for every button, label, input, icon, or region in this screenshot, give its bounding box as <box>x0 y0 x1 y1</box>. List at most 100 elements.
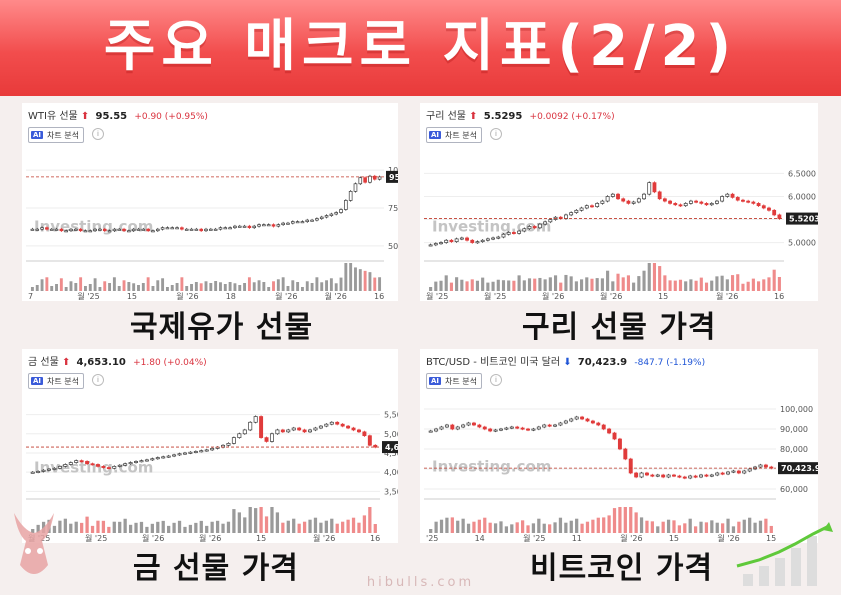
candle <box>517 230 522 234</box>
candle <box>329 421 334 425</box>
volume-bar <box>31 529 35 533</box>
info-icon[interactable]: i <box>92 128 104 140</box>
x-tick-label: 18 <box>226 292 236 301</box>
candle <box>657 191 662 200</box>
volume-bar <box>730 275 735 291</box>
volume-bar <box>612 508 617 533</box>
volume-bar <box>339 277 343 291</box>
candle <box>569 212 574 216</box>
candle <box>683 203 688 207</box>
candle <box>194 228 199 231</box>
volume-bar <box>199 283 203 291</box>
volume-bar <box>559 282 563 291</box>
candle <box>226 443 231 446</box>
volume-bar <box>238 285 242 291</box>
candle <box>499 428 503 431</box>
candle <box>547 424 552 427</box>
candle <box>213 228 218 231</box>
candle <box>644 472 649 476</box>
volume-bar <box>715 522 719 533</box>
volume-bar <box>585 521 590 533</box>
x-tick-label: 월 '26 <box>542 291 564 301</box>
candle <box>59 228 64 232</box>
x-tick-label: 16 <box>374 292 384 301</box>
candle <box>699 201 704 204</box>
volume-bar <box>515 522 519 533</box>
candle <box>482 426 487 430</box>
volume-bar <box>704 282 709 291</box>
candle <box>617 438 622 450</box>
volume-bar <box>726 518 730 533</box>
y-tick-label: 50.00 <box>388 242 398 251</box>
candle <box>377 176 382 180</box>
volume-bar <box>185 286 189 291</box>
x-tick-label: 월 '26 <box>313 533 335 543</box>
volume-bar <box>704 522 709 533</box>
volume-bar <box>668 280 672 291</box>
volume-bar <box>80 522 84 533</box>
candle <box>454 238 459 242</box>
candle <box>286 222 290 225</box>
candle <box>184 228 189 231</box>
info-icon[interactable]: i <box>490 374 502 386</box>
candle <box>715 472 720 476</box>
last-price-badge <box>786 212 818 225</box>
volume-bar <box>35 285 39 291</box>
candle <box>329 213 334 216</box>
y-tick-label: 75.00 <box>388 204 398 213</box>
volume-bar <box>341 521 345 533</box>
chart-analysis-button[interactable]: AI 차트 분석 <box>426 127 483 143</box>
candle <box>688 200 693 204</box>
watermark-text: Investing.com <box>432 217 551 235</box>
volume-bar <box>252 282 256 291</box>
volume-bar <box>533 278 537 291</box>
candle <box>49 228 54 231</box>
candle <box>57 466 62 469</box>
candle <box>102 228 107 232</box>
info-icon[interactable]: i <box>92 374 104 386</box>
x-tick-label: 16 <box>774 292 784 301</box>
price-chart: 60,00070,00080,00090,000100,000Investing… <box>424 405 818 543</box>
volume-bar <box>296 282 300 291</box>
volume-bar <box>145 526 149 533</box>
volume-bar <box>79 277 83 291</box>
volume-bar <box>194 522 198 533</box>
chart-analysis-button[interactable]: AI 차트 분석 <box>28 127 85 143</box>
instrument-name: BTC/USD - 비트코인 미국 달러 <box>426 357 561 368</box>
chart-panel-btc: BTC/USD - 비트코인 미국 달러 ⬇ 70,423.9 -847.7 (… <box>420 349 818 543</box>
volume-bar <box>139 521 144 533</box>
candle <box>223 227 228 230</box>
candle <box>204 449 209 452</box>
candle <box>35 228 40 231</box>
candle <box>101 466 106 468</box>
candle <box>751 201 756 204</box>
y-tick-label: 100.00 <box>388 166 398 175</box>
volume-bar <box>564 274 568 291</box>
instrument-change: -847.7 (-1.19%) <box>634 358 706 368</box>
info-icon[interactable]: i <box>490 128 502 140</box>
volume-bar <box>84 286 87 291</box>
x-tick-label: 월 '25 <box>77 291 99 301</box>
candle <box>626 200 631 204</box>
volume-bar <box>569 276 573 291</box>
candle <box>558 422 563 426</box>
candle <box>177 453 182 456</box>
candle <box>639 472 644 478</box>
volume-bar <box>501 280 506 291</box>
volume-bar <box>652 263 657 291</box>
volume-bar <box>233 283 237 291</box>
candle <box>276 224 281 227</box>
chart-analysis-button[interactable]: AI 차트 분석 <box>28 373 85 389</box>
volume-bar <box>170 285 174 291</box>
volume-bar <box>248 507 252 533</box>
volume-bar <box>439 519 444 533</box>
candle <box>610 193 615 197</box>
candle <box>761 205 766 209</box>
volume-bar <box>673 280 677 291</box>
volume-bar <box>96 520 100 533</box>
volume-bar <box>254 508 258 533</box>
candle <box>538 223 542 229</box>
volume-bar <box>329 278 333 291</box>
chart-analysis-button[interactable]: AI 차트 분석 <box>426 373 483 389</box>
candle <box>668 200 672 204</box>
